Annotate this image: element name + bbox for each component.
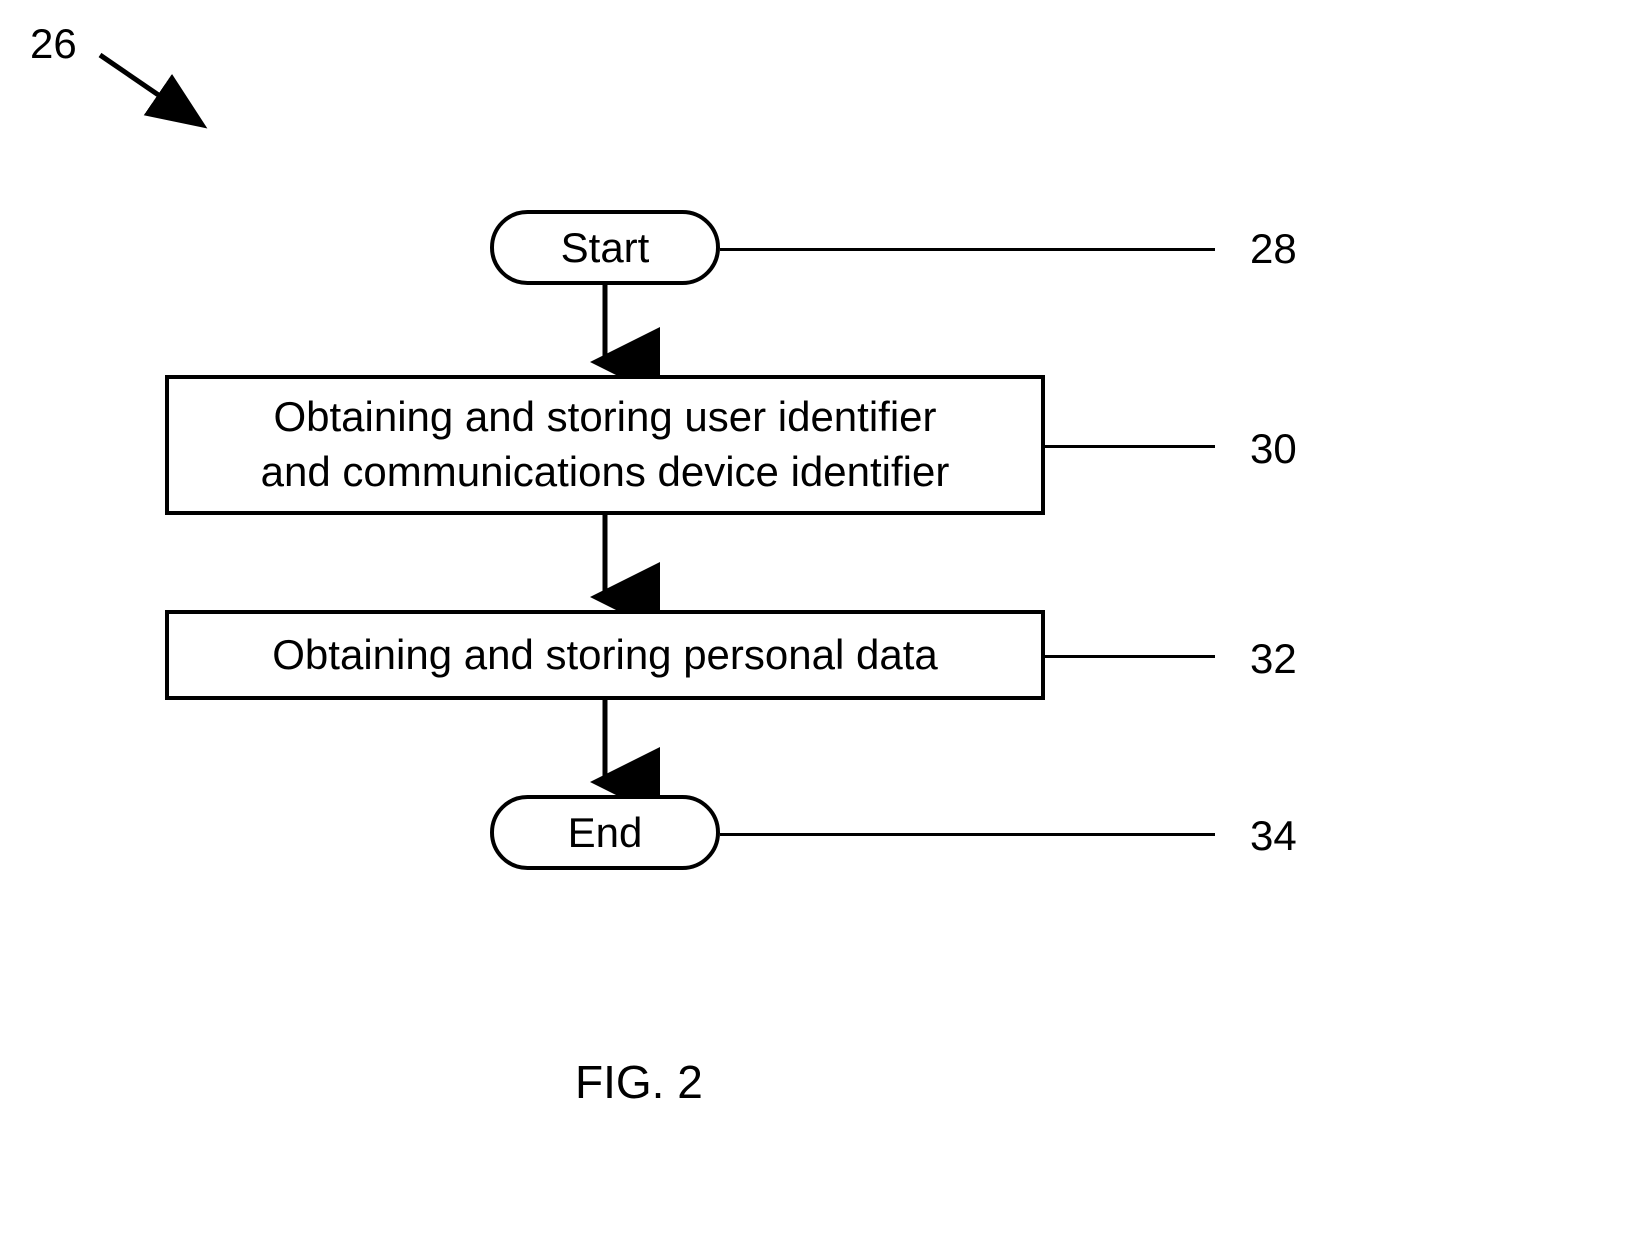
node-step2: Obtaining and storing personal data [165, 610, 1045, 700]
leader-32 [1045, 655, 1215, 658]
ref-label-30: 30 [1250, 425, 1297, 473]
node-label: Obtaining and storing user identifier an… [261, 390, 950, 499]
ref-label-28: 28 [1250, 225, 1297, 273]
leader-34 [720, 833, 1215, 836]
ref-text: 30 [1250, 425, 1297, 472]
node-end: End [490, 795, 720, 870]
node-label: End [568, 809, 643, 857]
node-start: Start [490, 210, 720, 285]
ref-text: 28 [1250, 225, 1297, 272]
node-step1: Obtaining and storing user identifier an… [165, 375, 1045, 515]
ref-text: 34 [1250, 812, 1297, 859]
figure-caption: FIG. 2 [575, 1055, 703, 1109]
leader-30 [1045, 445, 1215, 448]
ref-text: 32 [1250, 635, 1297, 682]
node-label: Obtaining and storing personal data [272, 628, 937, 683]
ref-label-32: 32 [1250, 635, 1297, 683]
ref-label-34: 34 [1250, 812, 1297, 860]
leader-28 [720, 248, 1215, 251]
overall-ref-arrow [100, 55, 195, 120]
caption-text: FIG. 2 [575, 1056, 703, 1108]
node-label: Start [561, 224, 650, 272]
flowchart-figure: 26 Start Obtaining and storing user iden… [0, 0, 1641, 1242]
